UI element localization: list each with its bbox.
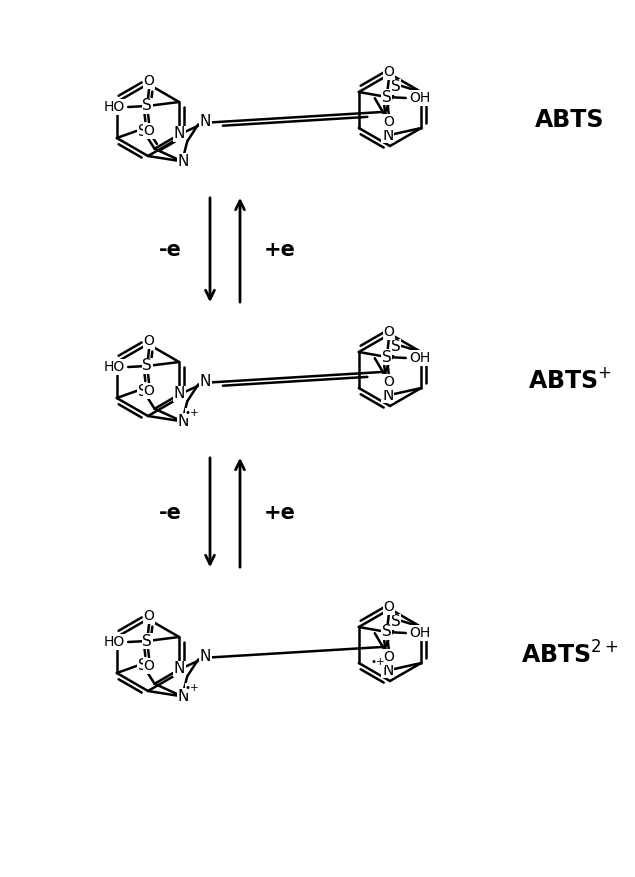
Text: O: O xyxy=(384,375,394,389)
Text: •+: •+ xyxy=(185,683,199,694)
Text: O: O xyxy=(384,115,394,129)
Text: N: N xyxy=(178,414,189,429)
Text: -e: -e xyxy=(159,503,182,523)
Text: N: N xyxy=(382,663,394,678)
Text: O: O xyxy=(384,650,394,664)
Text: O: O xyxy=(144,609,154,623)
Text: HO: HO xyxy=(104,635,125,649)
Text: •+: •+ xyxy=(185,409,199,418)
Text: +e: +e xyxy=(264,240,296,260)
Text: S: S xyxy=(382,624,392,639)
Text: N: N xyxy=(382,388,394,403)
Text: N: N xyxy=(174,661,185,676)
Text: O: O xyxy=(384,325,394,339)
Text: N: N xyxy=(200,114,211,129)
Text: N: N xyxy=(174,386,185,402)
Text: ABTS$^{+}$: ABTS$^{+}$ xyxy=(528,367,612,393)
Text: OH: OH xyxy=(409,91,431,105)
Text: O: O xyxy=(144,659,154,673)
Text: O: O xyxy=(384,65,394,79)
Text: •+: •+ xyxy=(370,657,385,667)
Text: O: O xyxy=(384,600,394,614)
Text: OH: OH xyxy=(409,351,431,365)
Text: S: S xyxy=(391,79,401,95)
Text: O: O xyxy=(144,384,154,398)
Text: N: N xyxy=(200,374,211,389)
Text: S: S xyxy=(138,124,148,139)
Text: ABTS$^{2+}$: ABTS$^{2+}$ xyxy=(521,641,618,668)
Text: S: S xyxy=(138,659,148,674)
Text: S: S xyxy=(138,383,148,398)
Text: S: S xyxy=(391,339,401,354)
Text: -e: -e xyxy=(159,240,182,260)
Text: N: N xyxy=(174,126,185,141)
Text: O: O xyxy=(144,124,154,138)
Text: N: N xyxy=(200,649,211,664)
Text: O: O xyxy=(144,74,154,88)
Text: O: O xyxy=(144,334,154,348)
Text: HO: HO xyxy=(104,100,125,114)
Text: +e: +e xyxy=(264,503,296,523)
Text: S: S xyxy=(142,633,152,648)
Text: OH: OH xyxy=(409,626,431,640)
Text: S: S xyxy=(391,614,401,630)
Text: ABTS: ABTS xyxy=(535,108,605,132)
Text: HO: HO xyxy=(104,360,125,374)
Text: N: N xyxy=(178,689,189,704)
Text: S: S xyxy=(142,359,152,374)
Text: N: N xyxy=(382,128,394,143)
Text: S: S xyxy=(382,89,392,104)
Text: S: S xyxy=(382,350,392,365)
Text: N: N xyxy=(178,153,189,169)
Text: S: S xyxy=(142,98,152,113)
